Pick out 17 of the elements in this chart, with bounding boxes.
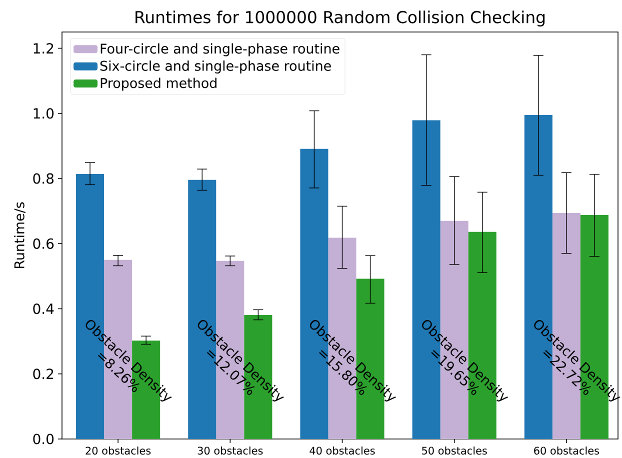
y-axis-title: Runtime/s [14, 202, 26, 268]
chart-title: Runtimes for 1000000 Random Collision Checking [136, 10, 545, 26]
y-tick-label: 0.4 [33, 303, 54, 314]
y-tick-label: 1.2 [34, 43, 54, 54]
legend-label: Four-circle and single-phase routine [100, 43, 340, 56]
legend-label: Six-circle and single-phase routine [100, 60, 331, 74]
x-tick-label: 60 obstacles [534, 446, 600, 455]
legend-label: Proposed method [100, 78, 216, 91]
x-tick-label: 30 obstacles [198, 446, 263, 455]
y-tick-label: 1.0 [34, 108, 54, 119]
x-tick-label: 20 obstacles [86, 446, 151, 455]
y-tick-label: 0.6 [33, 238, 54, 249]
x-tick-label: 40 obstacles [310, 446, 375, 455]
y-tick-label: 0.2 [33, 368, 54, 380]
y-tick-label: 0.8 [33, 173, 54, 184]
x-tick-label: 50 obstacles [422, 446, 487, 455]
y-tick-label: 0.0 [33, 434, 54, 444]
